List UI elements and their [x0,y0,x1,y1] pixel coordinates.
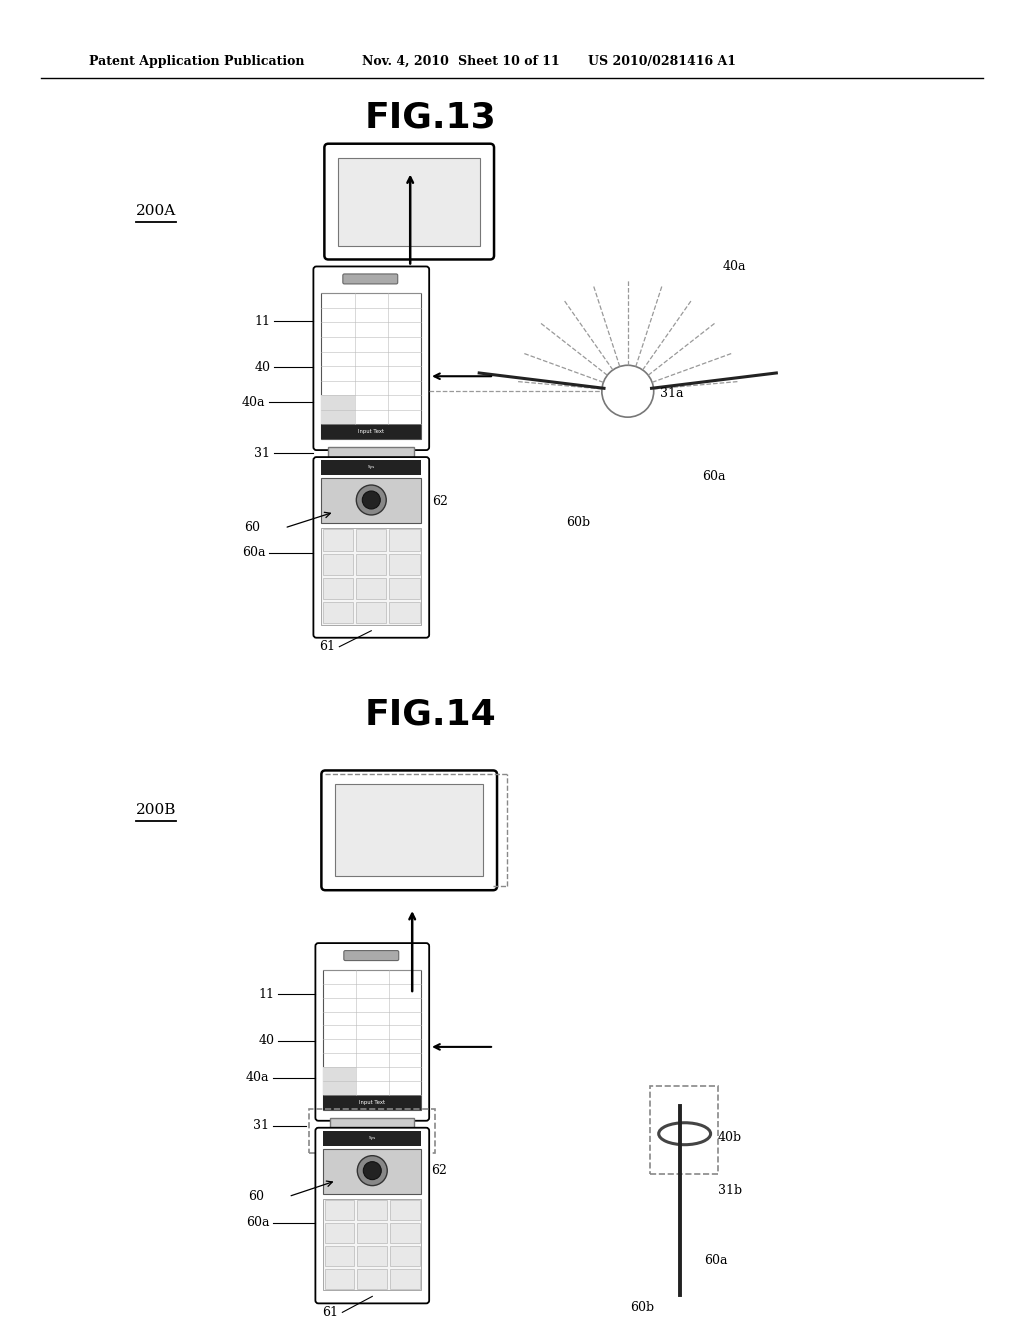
Text: Patent Application Publication: Patent Application Publication [89,55,304,67]
Text: 62: 62 [431,1164,447,1177]
Text: 40a: 40a [242,396,265,409]
Bar [324,1148,421,1193]
FancyBboxPatch shape [325,144,494,260]
Bar [357,1269,387,1288]
Bar [357,1224,387,1243]
Bar [324,1067,356,1081]
Bar [390,1200,420,1220]
Text: 31: 31 [255,446,270,459]
Bar [338,157,480,246]
Text: 40a: 40a [246,1072,269,1084]
Text: FIG.14: FIG.14 [365,697,496,731]
Bar [322,461,421,475]
Bar [324,1131,421,1146]
FancyBboxPatch shape [315,1127,429,1303]
Text: 40: 40 [258,1035,274,1047]
Bar [324,970,421,1110]
Bar [322,293,421,440]
Bar [324,1081,356,1094]
Bar [325,1246,354,1266]
Text: 31b: 31b [718,1184,741,1197]
Bar [389,578,420,599]
Text: Nov. 4, 2010: Nov. 4, 2010 [362,55,450,67]
Text: FIG.13: FIG.13 [365,100,496,135]
Text: 60a: 60a [705,1254,728,1267]
Text: 40: 40 [255,360,270,374]
Text: 200B: 200B [136,804,176,817]
Bar [322,409,354,424]
Bar [356,602,386,623]
Text: 60: 60 [245,521,260,535]
Bar [322,424,421,440]
Bar [325,1224,354,1243]
Bar [331,1118,414,1131]
Text: 61: 61 [319,640,335,653]
Text: 60a: 60a [702,470,726,483]
Bar [389,602,420,623]
Text: Sys: Sys [369,1135,376,1139]
FancyBboxPatch shape [313,267,429,450]
Circle shape [357,1156,387,1185]
Text: 31: 31 [254,1119,269,1133]
Bar [323,529,353,550]
Bar [357,1200,387,1220]
FancyBboxPatch shape [313,457,429,638]
Text: 40a: 40a [723,260,746,273]
Circle shape [362,491,380,510]
Bar [390,1269,420,1288]
Bar [323,602,353,623]
Bar [322,395,354,409]
Bar [325,1269,354,1288]
Bar [324,1094,421,1110]
Circle shape [356,484,386,515]
Text: 11: 11 [255,315,270,327]
Bar [390,1246,420,1266]
Bar [356,529,386,550]
Bar [357,1246,387,1266]
Text: 40b: 40b [718,1131,741,1144]
FancyBboxPatch shape [344,950,398,961]
Bar [335,784,483,876]
Bar [329,447,414,461]
Bar [325,1200,354,1220]
Text: Sheet 10 of 11: Sheet 10 of 11 [458,55,560,67]
Text: 60a: 60a [246,1216,269,1229]
FancyBboxPatch shape [315,942,429,1121]
Bar [649,1086,718,1173]
Text: US 2010/0281416 A1: US 2010/0281416 A1 [588,55,736,67]
Bar [322,528,421,624]
Text: 31a: 31a [659,387,683,400]
Circle shape [364,1162,381,1180]
FancyBboxPatch shape [343,275,397,284]
Bar [389,553,420,574]
FancyBboxPatch shape [322,771,497,890]
Text: Sys: Sys [368,465,375,469]
Text: 60b: 60b [566,516,590,529]
Text: Input Text: Input Text [359,1100,385,1105]
Bar [309,1109,435,1152]
Bar [390,1224,420,1243]
Bar [323,578,353,599]
Text: 200A: 200A [136,203,176,218]
Text: 11: 11 [258,987,274,1001]
Bar [322,478,421,523]
Bar [356,578,386,599]
Text: 61: 61 [323,1305,338,1319]
Bar [324,1199,421,1291]
Text: 60b: 60b [630,1302,654,1313]
Text: 60a: 60a [242,546,265,560]
Text: 62: 62 [432,495,449,508]
Text: 60: 60 [249,1191,264,1203]
Bar [389,529,420,550]
Bar [356,553,386,574]
Bar [323,553,353,574]
Text: Input Text: Input Text [358,429,384,434]
